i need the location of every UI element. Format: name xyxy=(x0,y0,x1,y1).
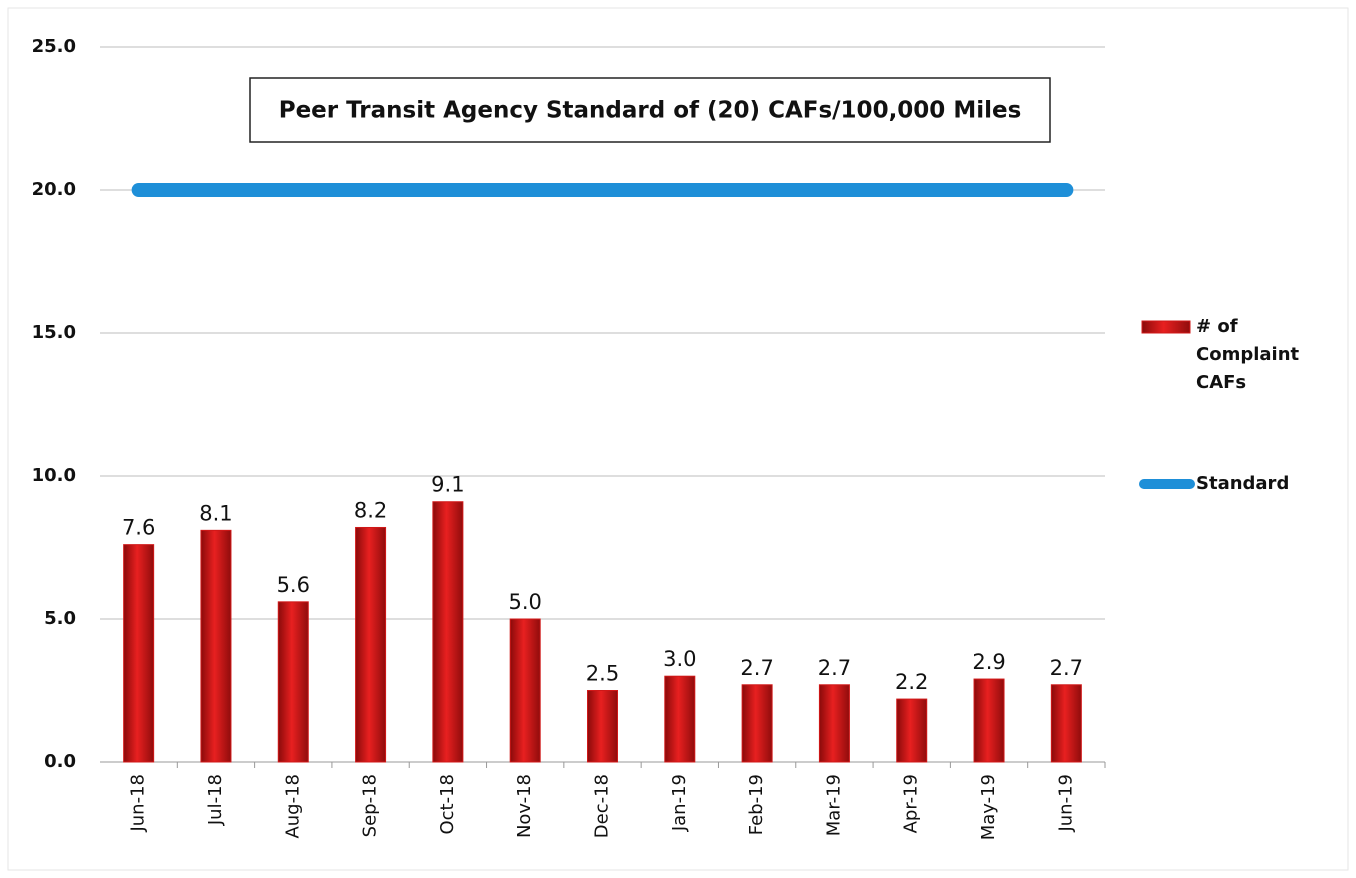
bar xyxy=(200,529,232,763)
y-tick-label: 15.0 xyxy=(32,322,76,343)
bar xyxy=(664,675,696,763)
chart-frame xyxy=(7,7,1349,871)
data-label: 3.0 xyxy=(663,647,696,671)
y-tick-label: 5.0 xyxy=(44,608,76,629)
bar xyxy=(1050,684,1082,763)
marks xyxy=(123,183,1082,763)
data-label: 5.6 xyxy=(277,573,310,597)
data-label: 9.1 xyxy=(431,473,464,497)
x-tick-label: Nov-18 xyxy=(514,774,535,838)
x-tick-label: Mar-19 xyxy=(823,774,844,836)
x-tick-label: Jun-19 xyxy=(1055,774,1076,833)
x-tick-label: Jul-18 xyxy=(205,774,226,826)
bar xyxy=(432,501,464,763)
data-label: 5.0 xyxy=(508,590,541,614)
x-tick-label: May-19 xyxy=(978,774,999,840)
x-tick-label: Feb-19 xyxy=(746,774,767,835)
x-tick-label: Jun-18 xyxy=(128,774,149,833)
bar xyxy=(973,678,1005,763)
x-tick-label: Jan-19 xyxy=(669,774,690,832)
data-label: 7.6 xyxy=(122,516,155,540)
data-label: 2.2 xyxy=(895,670,928,694)
bar xyxy=(818,684,850,763)
annotation: Peer Transit Agency Standard of (20) CAF… xyxy=(279,98,1022,124)
legend-swatch xyxy=(1141,320,1191,334)
bar xyxy=(509,618,541,763)
data-label: 8.1 xyxy=(199,501,232,525)
y-tick-label: 20.0 xyxy=(32,179,76,200)
x-tick-label: Apr-19 xyxy=(901,774,922,833)
bar xyxy=(123,544,155,763)
x-tick-label: Sep-18 xyxy=(360,774,381,837)
data-label: 2.7 xyxy=(818,656,851,680)
data-label: 2.9 xyxy=(972,650,1005,674)
legend-label: Standard xyxy=(1196,473,1290,494)
x-tick-label: Aug-18 xyxy=(282,774,303,839)
bar xyxy=(587,690,618,763)
grid xyxy=(100,46,1106,768)
bar xyxy=(355,526,387,763)
bar xyxy=(741,684,773,763)
bar xyxy=(896,698,928,763)
x-tick-label: Oct-18 xyxy=(437,774,458,835)
data-label: 2.7 xyxy=(740,656,773,680)
y-tick-label: 0.0 xyxy=(44,751,76,772)
y-tick-label: 25.0 xyxy=(32,36,76,57)
y-tick-label: 10.0 xyxy=(32,465,76,486)
annotation-box xyxy=(249,77,1051,143)
data-label: 2.5 xyxy=(586,662,619,686)
legend-label: # of Complaint CAFs xyxy=(1196,316,1300,393)
bar xyxy=(277,601,309,763)
x-tick-label: Dec-18 xyxy=(592,774,613,838)
data-label: 8.2 xyxy=(354,498,387,522)
data-label: 2.7 xyxy=(1050,656,1083,680)
